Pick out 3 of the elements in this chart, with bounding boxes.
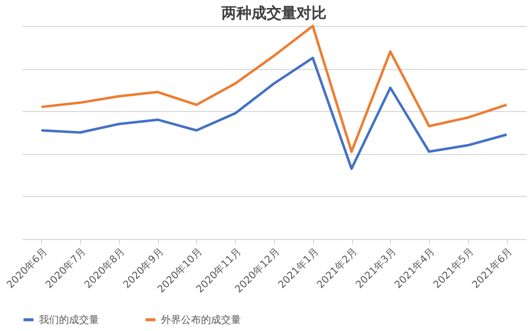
legend-label: 我们的成交量 [39, 314, 99, 326]
legend-label: 外界公布的成交量 [161, 314, 241, 326]
chart-title: 两种成交量对比 [220, 4, 326, 22]
